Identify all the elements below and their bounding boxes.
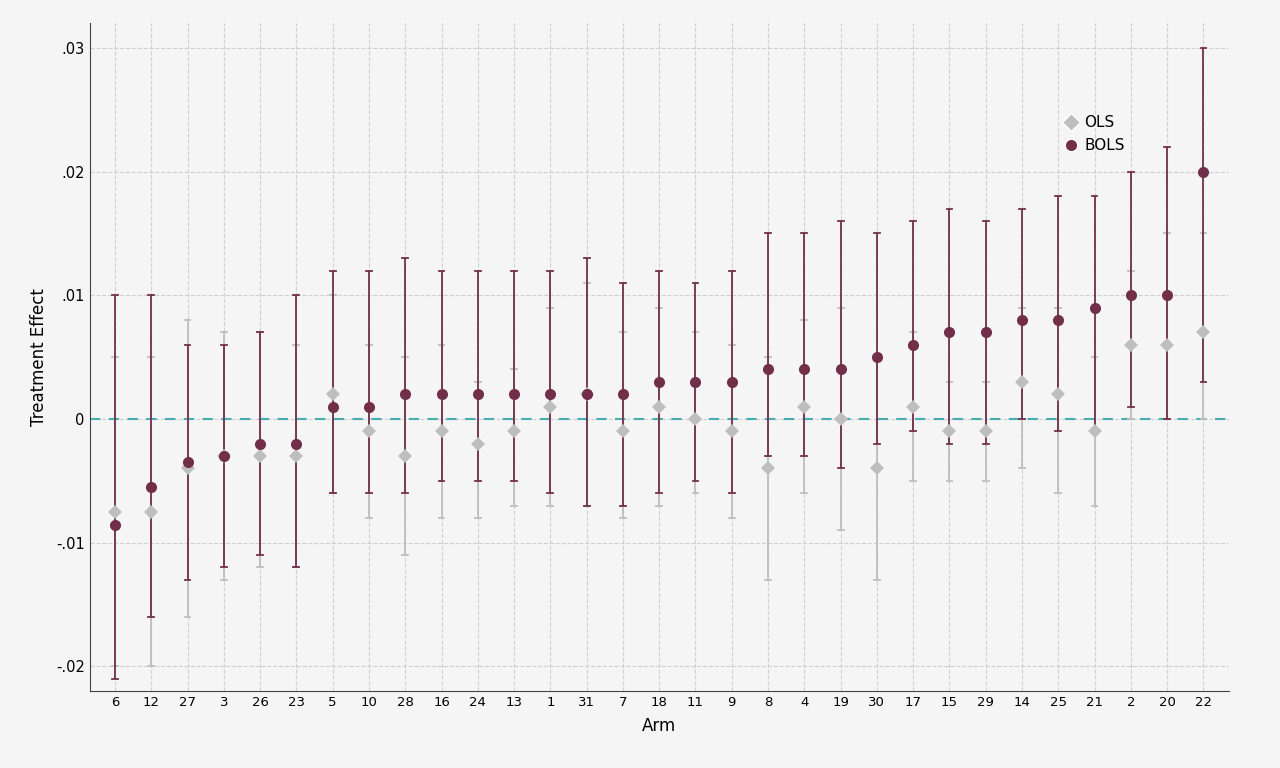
Legend: OLS, BOLS: OLS, BOLS (1060, 111, 1129, 157)
Y-axis label: Treatment Effect: Treatment Effect (29, 288, 47, 426)
X-axis label: Arm: Arm (643, 717, 676, 736)
